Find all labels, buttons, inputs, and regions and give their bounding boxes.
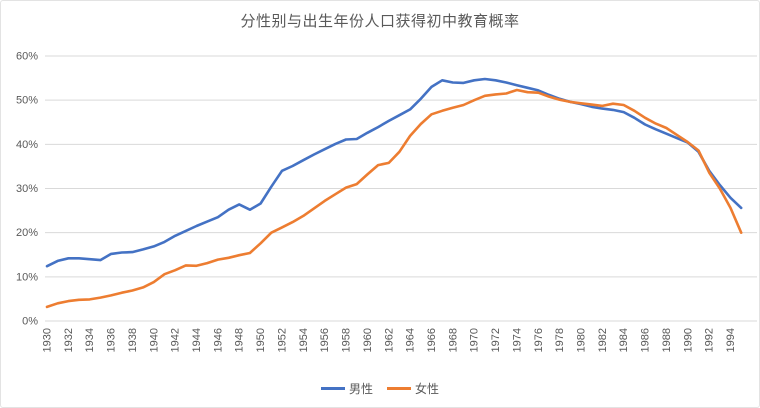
x-axis-tick-label: 1994 xyxy=(725,328,737,352)
x-axis-tick-label: 1978 xyxy=(554,328,566,352)
legend-item-male[interactable]: 男性 xyxy=(320,380,373,397)
x-axis-tick-label: 1942 xyxy=(170,328,182,352)
y-axis-tick-label: 50% xyxy=(16,95,38,107)
x-axis-tick-label: 1932 xyxy=(63,328,75,352)
x-axis-tick-label: 1974 xyxy=(511,328,523,352)
x-axis-tick-label: 1982 xyxy=(597,328,609,352)
x-axis-tick-label: 1970 xyxy=(469,328,481,352)
y-axis-tick-label: 20% xyxy=(16,227,38,239)
x-axis-tick-label: 1950 xyxy=(255,328,267,352)
legend-label-male: 男性 xyxy=(348,382,373,396)
x-axis-tick-label: 1964 xyxy=(405,328,417,352)
x-axis-tick-label: 1962 xyxy=(383,328,395,352)
y-axis-tick-label: 10% xyxy=(16,271,38,283)
x-axis-tick-label: 1968 xyxy=(447,328,459,352)
female-line-swatch xyxy=(387,387,411,390)
y-axis-tick-label: 30% xyxy=(16,183,38,195)
x-axis-tick-label: 1934 xyxy=(84,328,96,352)
x-axis-tick-label: 1952 xyxy=(276,328,288,352)
male-series-line xyxy=(45,77,743,268)
y-axis-tick-label: 0% xyxy=(22,316,38,328)
x-axis-tick-label: 1930 xyxy=(42,328,54,352)
female-series-line xyxy=(45,88,743,309)
x-axis-tick-label: 1976 xyxy=(533,328,545,352)
x-axis-tick-label: 1984 xyxy=(618,328,630,352)
x-axis-tick-label: 1936 xyxy=(106,328,118,352)
legend-item-female[interactable]: 女性 xyxy=(387,380,439,397)
x-axis-tick-label: 1944 xyxy=(191,328,203,352)
x-axis-tick-label: 1988 xyxy=(661,328,673,352)
x-axis-tick-label: 1956 xyxy=(319,328,331,352)
x-axis-tick-label: 1946 xyxy=(212,328,224,352)
x-axis-tick-label: 1986 xyxy=(640,328,652,352)
x-axis-tick-label: 1990 xyxy=(682,328,694,352)
x-axis-tick-label: 1980 xyxy=(576,328,588,352)
x-axis-tick-label: 1960 xyxy=(362,328,374,352)
legend: 男性 女性 xyxy=(1,380,759,397)
x-axis-tick-label: 1958 xyxy=(341,328,353,352)
legend-label-female: 女性 xyxy=(415,382,440,396)
x-axis-tick-label: 1966 xyxy=(426,328,438,352)
chart-title: 分性别与出生年份人口获得初中教育概率 xyxy=(240,13,520,30)
x-axis-tick-label: 1972 xyxy=(490,328,502,352)
y-axis-tick-label: 40% xyxy=(16,139,38,151)
x-axis-tick-label: 1992 xyxy=(704,328,716,352)
x-axis-tick-label: 1948 xyxy=(234,328,246,352)
y-axis-tick-label: 60% xyxy=(16,51,38,63)
male-line-swatch xyxy=(320,387,345,390)
x-axis-tick-label: 1938 xyxy=(127,328,139,352)
x-axis-tick-label: 1940 xyxy=(148,328,160,352)
x-axis-tick-label: 1954 xyxy=(298,328,310,352)
